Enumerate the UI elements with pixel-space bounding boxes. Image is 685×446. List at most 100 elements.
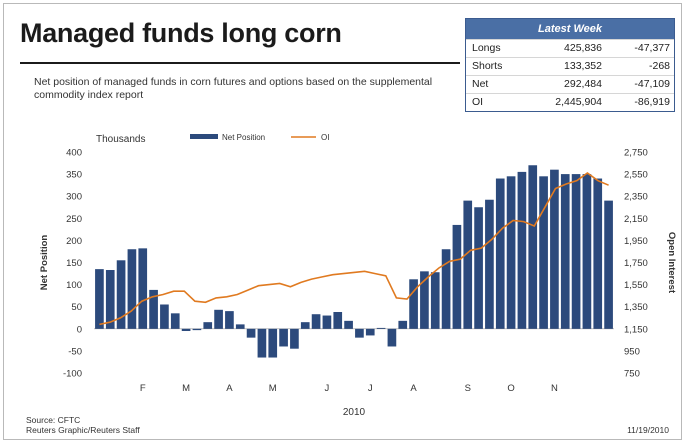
y2-tick-label: 2,350 xyxy=(624,192,648,203)
title-rule xyxy=(20,62,460,64)
chart-title: Managed funds long corn xyxy=(20,18,342,48)
x-tick-label: F xyxy=(140,383,146,394)
net-position-bar xyxy=(560,174,570,329)
latest-value: 292,484 xyxy=(564,78,602,90)
latest-label: OI xyxy=(472,96,484,108)
net-position-bar xyxy=(279,328,288,347)
y-tick-label: -50 xyxy=(68,346,82,357)
chart-plot: -100 -50 0 50 100 150 200 250 300 350 400 750 950 1,1… xyxy=(39,133,677,418)
x-tick-label: J xyxy=(325,383,330,394)
net-position-bar xyxy=(290,328,299,349)
x-tick-label: M xyxy=(269,383,277,394)
net-position-bar xyxy=(376,327,386,329)
net-position-bar xyxy=(571,174,581,329)
net-position-bar xyxy=(485,199,494,329)
y2-tick-label: 1,950 xyxy=(624,236,648,247)
net-position-bar xyxy=(550,169,559,329)
latest-week-table: Latest Week Longs 425,836 -47,377 Shorts… xyxy=(465,18,675,112)
net-position-bar xyxy=(463,200,473,329)
net-position-bar xyxy=(441,249,451,329)
legend-swatch-bar xyxy=(190,134,218,139)
legend-label: OI xyxy=(321,133,329,142)
net-position-bar xyxy=(203,322,213,329)
net-position-bar xyxy=(398,320,408,329)
net-position-bar xyxy=(257,328,267,358)
y-tick-label: 50 xyxy=(71,302,82,313)
x-tick-label: A xyxy=(410,383,417,394)
y2-tick-label: 750 xyxy=(624,369,640,380)
net-position-bar xyxy=(127,249,137,329)
net-position-bar xyxy=(105,270,115,329)
latest-label: Net xyxy=(472,78,489,90)
y-tick-label: 300 xyxy=(66,192,82,203)
y2-tick-label: 2,150 xyxy=(624,214,648,225)
x-tick-label: S xyxy=(465,383,471,394)
chart-frame: Managed funds long corn Net position of … xyxy=(3,3,682,440)
y-tick-label: 350 xyxy=(66,170,82,181)
date-stamp: 11/19/2010 xyxy=(627,425,669,435)
net-position-bar xyxy=(300,322,310,329)
y2-tick-label: 1,550 xyxy=(624,280,648,291)
latest-row-shorts: Shorts 133,352 -268 xyxy=(466,57,674,75)
net-position-bar xyxy=(344,320,353,329)
latest-value: 425,836 xyxy=(564,42,602,54)
net-position-bar xyxy=(138,248,148,329)
net-position-bar xyxy=(192,328,202,331)
credit-text: Reuters Graphic/Reuters Staff xyxy=(26,425,140,435)
net-position-bar xyxy=(333,312,343,329)
net-position-bar xyxy=(474,207,483,329)
net-position-bar xyxy=(311,314,321,329)
net-position-bar xyxy=(149,289,158,329)
latest-week-heading: Latest Week xyxy=(466,19,674,39)
latest-value: 2,445,904 xyxy=(555,96,602,108)
latest-row-net: Net 292,484 -47,109 xyxy=(466,75,674,93)
y-tick-label: -100 xyxy=(63,369,82,380)
x-axis-label: 2010 xyxy=(343,407,366,418)
oi-line xyxy=(99,172,609,326)
y2-tick-label: 950 xyxy=(624,346,640,357)
latest-change: -47,109 xyxy=(634,78,670,90)
y-tick-label: 0 xyxy=(77,324,82,335)
net-position-bar xyxy=(268,328,278,358)
net-position-bar xyxy=(214,309,223,329)
net-position-bar xyxy=(95,269,104,329)
y2-tick-label: 2,750 xyxy=(624,148,648,159)
net-position-bar xyxy=(160,304,169,329)
net-position-bar xyxy=(181,328,191,332)
y-axis-label: Net Position xyxy=(39,235,50,291)
net-position-bar xyxy=(355,328,364,338)
net-position-bar xyxy=(604,200,613,329)
latest-change: -86,919 xyxy=(634,96,670,108)
x-tick-label: A xyxy=(226,383,233,394)
net-position-bar xyxy=(116,260,126,329)
units-label: Thousands xyxy=(96,134,145,145)
net-position-bar xyxy=(225,311,234,329)
net-position-bar xyxy=(365,328,375,336)
net-position-bar xyxy=(452,224,462,329)
x-tick-label: J xyxy=(368,383,373,394)
net-position-bar xyxy=(582,174,592,329)
net-position-bar xyxy=(170,313,180,329)
y2-tick-label: 1,150 xyxy=(624,324,648,335)
net-position-bar xyxy=(506,176,516,329)
x-tick-label: N xyxy=(551,383,558,394)
x-tick-label: M xyxy=(182,383,190,394)
net-position-bar xyxy=(495,178,505,329)
latest-label: Shorts xyxy=(472,60,503,72)
y2-axis-label: Open Interest xyxy=(666,232,677,294)
latest-row-longs: Longs 425,836 -47,377 xyxy=(466,39,674,57)
chart-subtitle: Net position of managed funds in corn fu… xyxy=(34,76,433,101)
net-position-bar xyxy=(235,324,245,329)
net-position-bar xyxy=(430,272,440,329)
net-position-bar xyxy=(593,178,603,329)
y-tick-label: 150 xyxy=(66,258,82,269)
y2-tick-label: 1,750 xyxy=(624,258,648,269)
net-position-bar xyxy=(387,328,397,347)
latest-value: 133,352 xyxy=(564,60,602,72)
latest-row-oi: OI 2,445,904 -86,919 xyxy=(466,93,674,111)
y-tick-label: 100 xyxy=(66,280,82,291)
net-position-bar xyxy=(517,171,527,329)
source-text: Source: CFTC xyxy=(26,415,81,425)
y2-tick-label: 2,550 xyxy=(624,170,648,181)
y2-tick-label: 1,350 xyxy=(624,302,648,313)
